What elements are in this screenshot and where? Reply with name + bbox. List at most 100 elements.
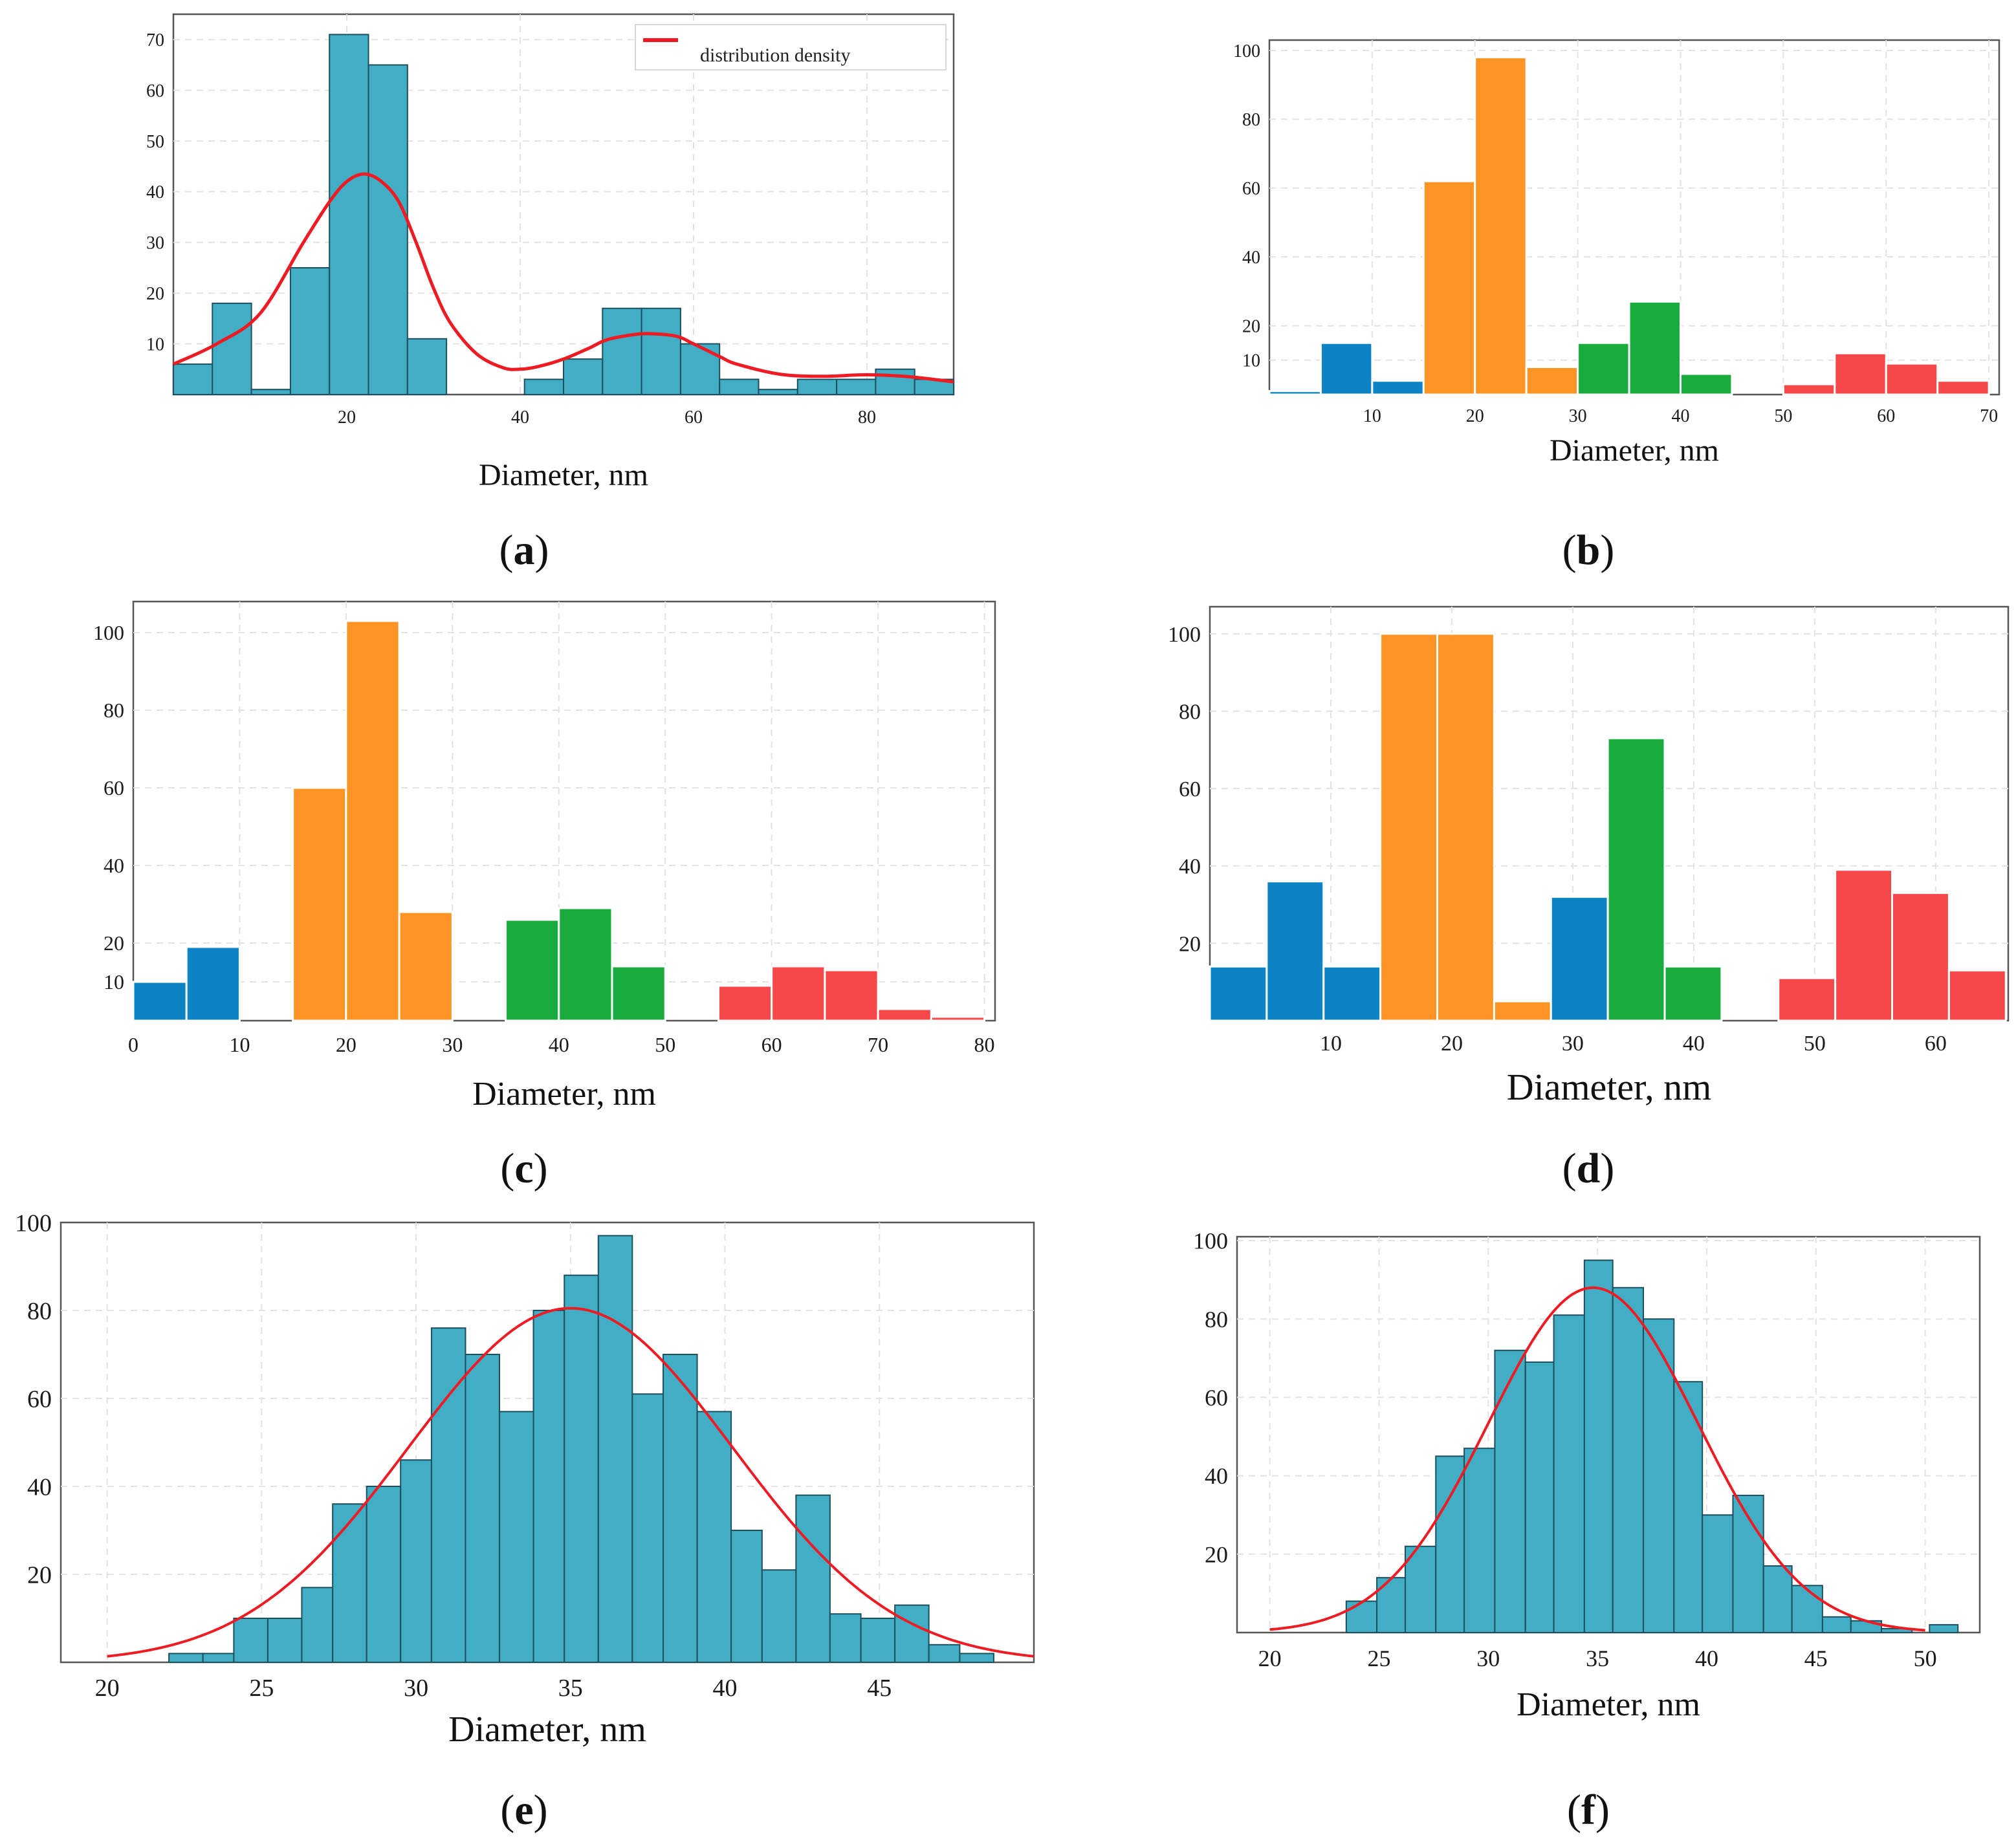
x-tick-label: 30 xyxy=(404,1675,428,1702)
histogram-bar-8 xyxy=(1553,1314,1585,1633)
histogram-bar-8 xyxy=(400,1459,432,1663)
x-tick-label: 60 xyxy=(1925,1032,1947,1056)
histogram-bar-10 xyxy=(1782,383,1836,396)
y-tick-label: 80 xyxy=(1242,110,1260,130)
histogram-bar-6 xyxy=(1494,1349,1526,1633)
histogram-bar-16 xyxy=(836,378,877,395)
y-tick-label: 80 xyxy=(27,1298,52,1325)
y-tick-label: 80 xyxy=(104,699,124,722)
histogram-bar-22 xyxy=(860,1618,896,1663)
panel-tag-letter: e xyxy=(514,1786,533,1834)
histogram-bar-8 xyxy=(1606,737,1666,1022)
y-tick-label: 20 xyxy=(27,1561,52,1589)
y-tick-label: 100 xyxy=(15,1210,52,1237)
x-tick-label: 25 xyxy=(249,1675,274,1702)
y-tick-label: 40 xyxy=(1242,248,1260,268)
histogram-bar-10 xyxy=(465,1354,500,1663)
histogram-bar-9 xyxy=(1583,1259,1614,1633)
histogram-bar-2 xyxy=(212,302,252,395)
chart-panel-a: 20 40 60 80 10 20 30 40 50 60 70 Diameter, nm (a) dis… xyxy=(146,13,955,574)
y-tick-label: 20 xyxy=(1179,932,1201,956)
histogram-bar-8 xyxy=(1628,300,1682,396)
x-tick-label: 10 xyxy=(1363,406,1381,426)
y-tick-label: 20 xyxy=(146,284,164,304)
histogram-bar-5 xyxy=(1474,56,1528,396)
x-tick-label: 30 xyxy=(1476,1645,1500,1671)
histogram-bar-17 xyxy=(696,1411,732,1663)
y-tick-label: 80 xyxy=(1205,1307,1228,1332)
histogram-bar-23 xyxy=(894,1604,930,1664)
panel-tag-letter: d xyxy=(1577,1145,1601,1192)
histogram-bar-12 xyxy=(679,343,721,395)
histogram-bar-13 xyxy=(1947,969,2007,1022)
panel-tag-letter: c xyxy=(514,1145,533,1192)
histogram-bar-8 xyxy=(523,378,565,395)
histogram-bar-3 xyxy=(1322,965,1382,1022)
histogram-bar-5 xyxy=(301,1587,334,1663)
x-tick-label: 50 xyxy=(655,1033,675,1056)
y-tick-label: 60 xyxy=(1179,777,1201,801)
x-tick-label: 60 xyxy=(761,1033,782,1056)
panel-tag: (f) xyxy=(1567,1786,1610,1834)
histogram-bar-8 xyxy=(611,965,666,1022)
histogram-bar-10 xyxy=(602,307,642,395)
histogram-bar-11 xyxy=(1834,352,1887,396)
histogram-bar-9 xyxy=(563,358,604,395)
histogram-bar-20 xyxy=(1929,1623,1959,1633)
histogram-bar-25 xyxy=(959,1653,994,1663)
x-tick-label: 35 xyxy=(558,1675,583,1702)
x-tick-label: 20 xyxy=(338,407,356,428)
histogram-bar-7 xyxy=(1577,342,1630,396)
histogram-bar-3 xyxy=(1371,380,1425,396)
x-axis-label: Diameter, nm xyxy=(479,458,648,492)
histogram-bar-1 xyxy=(1209,965,1268,1022)
panel-tag-letter: f xyxy=(1581,1786,1596,1834)
x-tick-label: 30 xyxy=(1562,1032,1584,1056)
panel-tag: (d) xyxy=(1562,1145,1615,1192)
histogram-bar-2 xyxy=(202,1653,235,1663)
histogram-bar-13 xyxy=(930,1015,986,1022)
y-tick-label: 40 xyxy=(146,182,164,202)
histogram-bar-7 xyxy=(366,1486,402,1663)
histogram-bar-11 xyxy=(1834,869,1894,1022)
x-tick-label: 0 xyxy=(128,1033,138,1056)
histogram-bar-3 xyxy=(250,389,291,395)
x-tick-label: 30 xyxy=(1569,406,1587,426)
y-tick-label: 20 xyxy=(1205,1541,1228,1567)
legend-box xyxy=(635,24,947,71)
histogram-bar-4 xyxy=(1435,1455,1465,1633)
y-tick-label: 60 xyxy=(104,776,124,799)
histogram-bar-4 xyxy=(1422,180,1476,396)
panel-tag: (a) xyxy=(499,527,549,574)
histogram-bar-15 xyxy=(1762,1565,1793,1633)
x-tick-label: 80 xyxy=(858,407,876,428)
x-tick-label: 20 xyxy=(1466,406,1484,426)
x-axis-label: Diameter, nm xyxy=(1517,1686,1700,1723)
y-tick-label: 10 xyxy=(146,334,164,354)
y-tick-label: 100 xyxy=(1168,623,1201,647)
x-axis-label: Diameter, nm xyxy=(1507,1066,1712,1108)
histogram-bar-5 xyxy=(329,34,369,396)
histogram-bar-11 xyxy=(498,1411,534,1663)
histogram-bar-13 xyxy=(1702,1514,1734,1633)
x-tick-label: 70 xyxy=(1980,406,1998,426)
histogram-bar-1 xyxy=(168,1653,204,1663)
y-tick-label: 20 xyxy=(104,931,124,955)
legend-label: distribution density xyxy=(700,45,851,66)
x-axis-label: Diameter, nm xyxy=(1550,433,1719,468)
histogram-bar-6 xyxy=(1493,1000,1552,1022)
y-tick-label: 30 xyxy=(146,233,164,254)
y-tick-label: 60 xyxy=(1242,179,1260,199)
histogram-bar-3 xyxy=(292,787,347,1022)
y-tick-label: 10 xyxy=(1242,351,1260,371)
histogram-bar-11 xyxy=(641,307,681,395)
histogram-bar-9 xyxy=(1679,373,1733,396)
x-tick-label: 20 xyxy=(336,1033,356,1056)
panel-tag: (b) xyxy=(1562,527,1615,574)
density-curve xyxy=(172,172,954,384)
x-tick-label: 40 xyxy=(1695,1645,1718,1671)
histogram-bar-4 xyxy=(289,267,331,395)
x-tick-label: 45 xyxy=(867,1675,892,1702)
panel-tag-letter: b xyxy=(1577,527,1601,574)
